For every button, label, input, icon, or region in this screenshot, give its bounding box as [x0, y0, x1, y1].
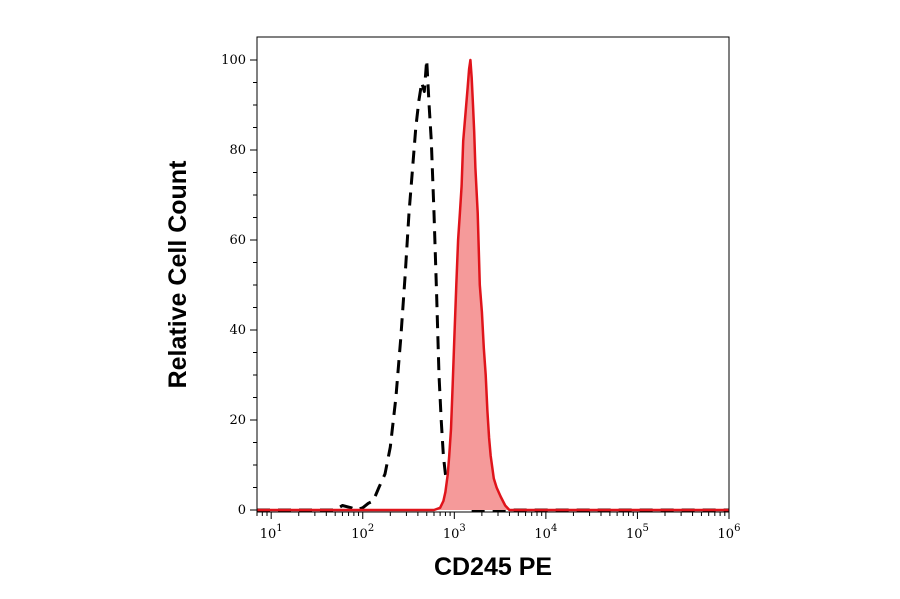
y-axis-title: Relative Cell Count — [164, 160, 192, 388]
plot-frame — [256, 36, 730, 513]
axis-layer: 0 20 40 60 80 100 101 102 103 104 105 106 — [221, 53, 740, 542]
y-tick-label: 20 — [229, 413, 246, 428]
stained-histogram-line — [257, 58, 729, 512]
y-tick-label: 40 — [229, 323, 246, 338]
x-tick-label: 106 — [718, 523, 741, 542]
control-histogram-line — [257, 58, 729, 512]
x-tick-label: 102 — [351, 523, 374, 542]
series-layer — [257, 58, 729, 512]
x-tick-label: 105 — [626, 523, 649, 542]
x-axis-title: CD245 PE — [434, 553, 552, 581]
y-tick-label: 0 — [238, 503, 246, 518]
series-1-fill-area — [257, 60, 729, 510]
x-tick-label: 104 — [534, 523, 557, 542]
y-tick-label: 60 — [229, 233, 246, 248]
y-tick-label: 100 — [221, 53, 246, 68]
y-tick-label: 80 — [229, 143, 246, 158]
x-tick-label: 103 — [443, 523, 466, 542]
x-tick-label: 101 — [260, 523, 283, 542]
